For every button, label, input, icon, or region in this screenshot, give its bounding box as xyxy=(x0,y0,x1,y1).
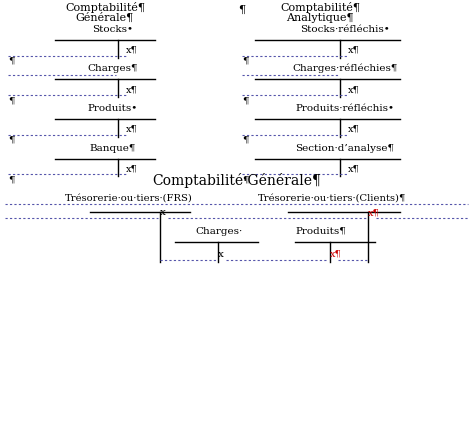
Text: Charges¶: Charges¶ xyxy=(88,64,138,74)
Text: x¶: x¶ xyxy=(348,125,360,134)
Text: ¶: ¶ xyxy=(242,56,248,65)
Text: Trésorerie·ou·tiers·(Clients)¶: Trésorerie·ou·tiers·(Clients)¶ xyxy=(258,194,406,203)
Text: Charges·réfléchies¶: Charges·réfléchies¶ xyxy=(292,64,398,74)
Text: x¶: x¶ xyxy=(126,164,138,173)
Text: Produits¶: Produits¶ xyxy=(295,227,346,236)
Text: x¶: x¶ xyxy=(348,164,360,173)
Text: Comptabilité¶: Comptabilité¶ xyxy=(65,2,145,13)
Text: x¶: x¶ xyxy=(126,125,138,134)
Text: x: x xyxy=(160,208,166,217)
Text: x: x xyxy=(218,250,224,258)
Text: ¶: ¶ xyxy=(242,175,248,184)
Text: ¶: ¶ xyxy=(8,175,15,184)
Text: Charges·: Charges· xyxy=(195,227,242,236)
Text: Section·d’analyse¶: Section·d’analyse¶ xyxy=(295,144,394,153)
Text: Analytique¶: Analytique¶ xyxy=(286,13,354,23)
Text: Comptabilité·Générale¶: Comptabilité·Générale¶ xyxy=(153,173,321,188)
Text: Stocks·réfléchis•: Stocks·réfléchis• xyxy=(300,25,390,34)
Text: x¶: x¶ xyxy=(348,46,360,55)
Text: Stocks•: Stocks• xyxy=(92,25,134,34)
Text: ¶: ¶ xyxy=(238,5,245,15)
Text: x¶: x¶ xyxy=(126,46,138,55)
Text: Trésorerie·ou·tiers·(FRS): Trésorerie·ou·tiers·(FRS) xyxy=(65,194,193,203)
Text: Banque¶: Banque¶ xyxy=(90,144,136,153)
Text: ¶: ¶ xyxy=(242,96,248,105)
Text: ¶: ¶ xyxy=(8,96,15,105)
Text: ¶: ¶ xyxy=(242,136,248,145)
Text: ¶: ¶ xyxy=(8,56,15,65)
Text: ¶: ¶ xyxy=(8,136,15,145)
Text: Produits·réfléchis•: Produits·réfléchis• xyxy=(295,104,394,113)
Text: x¶: x¶ xyxy=(126,85,138,94)
Text: x¶: x¶ xyxy=(330,250,342,258)
Text: Comptabilité¶: Comptabilité¶ xyxy=(280,2,360,13)
Text: Produits•: Produits• xyxy=(88,104,138,113)
Text: x¶: x¶ xyxy=(368,208,380,217)
Text: Générale¶: Générale¶ xyxy=(76,13,134,23)
Text: x¶: x¶ xyxy=(348,85,360,94)
